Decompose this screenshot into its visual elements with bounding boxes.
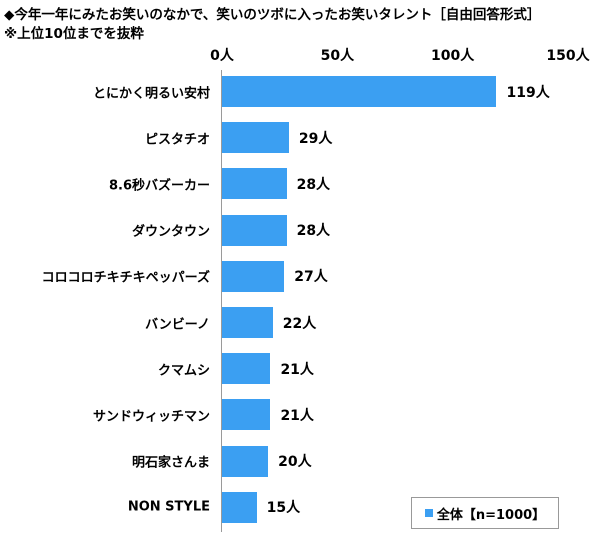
bar [222,445,269,477]
bar [222,76,497,107]
category-label: ピスタチオ [144,132,210,148]
value-label: 28人 [296,223,331,240]
value-label: 22人 [282,315,317,332]
chart-subtitle: ※上位10位までを抜粋 [4,26,144,42]
x-tick-label: 150人 [546,48,590,64]
value-label: 27人 [294,269,328,286]
x-tick-label: 50人 [320,48,355,64]
legend-label: 全体【n=1000】 [436,507,546,523]
x-tick-label: 0人 [210,48,234,64]
bar [222,168,287,200]
bar [222,353,271,385]
value-label: 21人 [280,361,314,378]
bar [222,122,289,154]
category-label: 8.6秒バズーカー [108,178,210,194]
bar [222,399,271,431]
category-label: コロコロチキチキペッパーズ [41,270,210,286]
bar [222,260,285,292]
x-tick-label: 100人 [431,48,475,64]
category-label: とにかく明るい安村 [92,86,210,101]
value-label: 21人 [280,407,314,424]
category-label: クマムシ [157,363,210,379]
bar [222,307,273,338]
category-label: ダウンタウン [131,224,210,240]
category-label: サンドウィッチマン [92,409,210,425]
value-label: 20人 [278,454,312,471]
bar [222,491,257,523]
category-label: バンビーノ [145,317,210,332]
legend: 全体【n=1000】 [411,497,559,529]
bar [222,214,287,246]
y-axis-line [221,70,222,532]
value-label: 28人 [296,176,331,193]
value-label: 119人 [506,84,550,101]
value-label: 15人 [266,500,301,517]
category-label: 明石家さんま [131,455,210,471]
chart-title: ◆今年一年にみたお笑いのなかで、笑いのツボに入ったお笑いタレント［自由回答形式］ [4,7,541,23]
legend-swatch [424,509,433,517]
value-label: 29人 [298,130,333,147]
category-label: NON STYLE [127,499,210,515]
